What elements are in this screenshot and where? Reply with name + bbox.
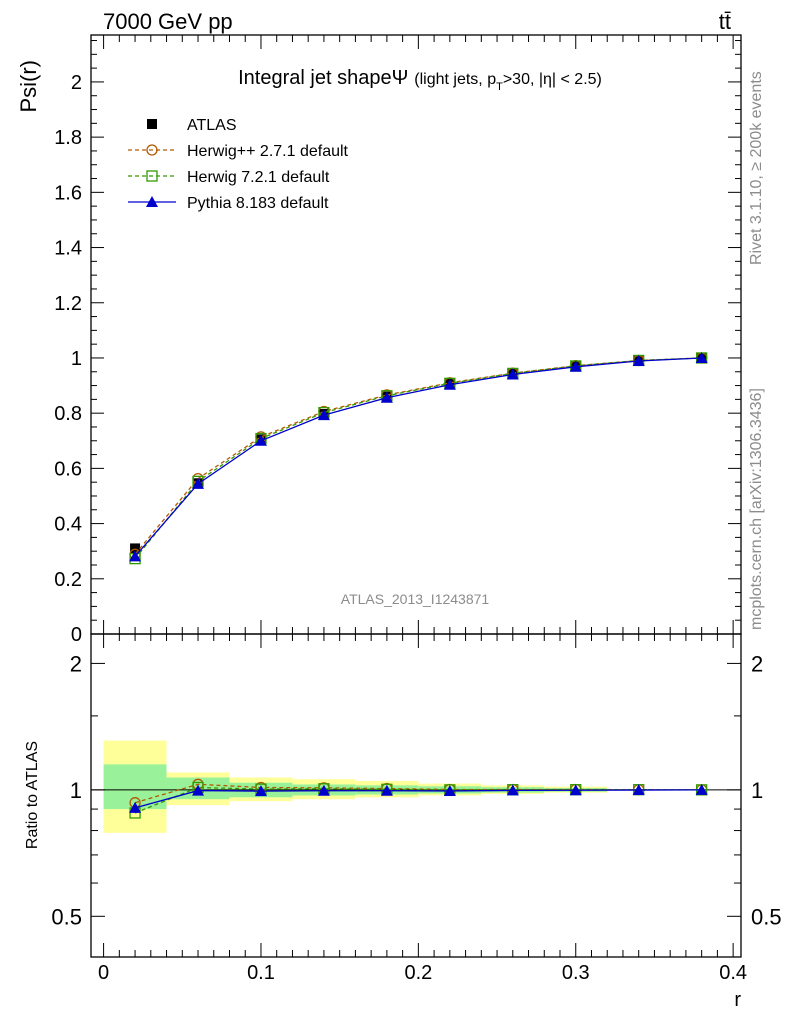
main-series (129, 351, 708, 565)
mcplots-label: mcplots.cern.ch [arXiv:1306.3436] (748, 388, 765, 630)
main-point-pythia-8-183-default-7 (569, 360, 582, 372)
ratio-ytick-label-right-0: 0.5 (751, 904, 782, 929)
main-ytick-label-10: 2 (71, 72, 82, 94)
title-sub-pre: (light jets, p (414, 71, 496, 88)
ratio-series (129, 778, 708, 819)
ratio-ylabel: Ratio to ATLAS (24, 741, 41, 849)
chart-title: Integral jet shapeΨ (light jets, pT>30, |… (238, 67, 602, 93)
xtick-label-3: 0.3 (562, 962, 590, 984)
legend-marker-pythia-8-183-default (146, 196, 158, 207)
ratio-point-pythia-8-183-default-8 (632, 784, 645, 796)
main-ylabel: Psi(r) (16, 60, 41, 113)
main-line-herwig-2-7-1-default (134, 357, 702, 555)
analysis-watermark: ATLAS_2013_I1243871 (341, 591, 490, 607)
legend-marker-herwig-7-2-1-default (146, 170, 158, 182)
ratio-point-pythia-8-183-default-4 (380, 784, 393, 796)
ratio-ytick-label-right-1: 1 (751, 778, 763, 803)
main-point-atlas-0 (130, 543, 141, 554)
ratio-ytick-label-left-1: 1 (70, 778, 82, 803)
legend-label-herwig-7-2-1-default: Herwig 7.2.1 default (187, 169, 330, 186)
main-ytick-label-6: 1.2 (54, 293, 82, 315)
title-sub-t: T (496, 81, 503, 93)
legend-marker-atlas (147, 119, 157, 129)
main-point-pythia-8-183-default-6 (506, 368, 519, 380)
main-point-pythia-8-183-default-1 (192, 477, 205, 489)
xtick-label-1: 0.1 (247, 962, 275, 984)
ratio-line-pythia-8-183-default (134, 789, 702, 809)
ratio-ytick-label-right-2: 2 (751, 651, 763, 676)
main-ytick-label-3: 0.6 (54, 458, 82, 480)
ratio-frame (90, 633, 742, 958)
main-point-pythia-8-183-default-0 (129, 550, 142, 562)
xtick-label-2: 0.2 (404, 962, 432, 984)
main-point-pythia-8-183-default-4 (380, 391, 393, 403)
energy-label: 7000 GeV pp (103, 9, 233, 34)
axes: 0 0.2 0.4 0.6 0.8 1 1.2 1.4 1.6 1.8 2 0.5 0.5 1 1 2 2 0 0.… (51, 34, 782, 984)
ratio-ytick-label-left-2: 2 (70, 651, 82, 676)
rivet-label: Rivet 3.1.10, ≥ 200k events (748, 71, 765, 265)
title-main: Integral jet shape (238, 67, 391, 89)
process-label: tt̄ (719, 9, 731, 34)
main-ytick-label-9: 1.8 (54, 127, 82, 149)
legend-marker-herwig-2-7-1-default (146, 144, 158, 156)
main-point-pythia-8-183-default-8 (632, 354, 645, 366)
legend-label-pythia-8-183-default: Pythia 8.183 default (187, 195, 329, 212)
ratio-point-pythia-8-183-default-3 (317, 784, 330, 796)
ratio-point-pythia-8-183-default-6 (506, 784, 519, 796)
main-ytick-label-1: 0.2 (54, 569, 82, 591)
main-point-pythia-8-183-default-9 (695, 351, 708, 363)
ratio-point-pythia-8-183-default-7 (569, 784, 582, 796)
main-line-herwig-7-2-1-default (134, 357, 702, 560)
ratio-ytick-label-left-0: 0.5 (51, 904, 82, 929)
main-point-pythia-8-183-default-5 (443, 378, 456, 390)
xlabel: r (734, 989, 741, 1011)
ratio-point-pythia-8-183-default-9 (695, 783, 708, 795)
xtick-label-0: 0 (98, 962, 109, 984)
main-ytick-label-5: 1 (71, 348, 82, 370)
main-ytick-label-0: 0 (71, 624, 82, 646)
legend-label-herwig-2-7-1-default: Herwig++ 2.7.1 default (187, 143, 349, 160)
ratio-point-pythia-8-183-default-1 (192, 784, 205, 796)
title-sub-post: >30, |η| < 2.5) (503, 71, 602, 88)
xtick-label-4: 0.4 (719, 962, 747, 984)
main-line-pythia-8-183-default (134, 357, 702, 557)
main-ytick-label-2: 0.4 (54, 514, 82, 536)
main-point-pythia-8-183-default-2 (254, 434, 267, 446)
main-point-pythia-8-183-default-3 (317, 409, 330, 421)
ratio-point-pythia-8-183-default-5 (443, 784, 456, 796)
title-symbol: Ψ (392, 67, 409, 89)
ratio-point-pythia-8-183-default-2 (254, 785, 267, 797)
main-ytick-label-7: 1.4 (54, 238, 82, 260)
ratio-point-pythia-8-183-default-0 (129, 801, 142, 813)
legend: ATLAS Herwig++ 2.7.1 default Herwig 7.2.1 … (128, 117, 349, 212)
legend-label-atlas: ATLAS (187, 117, 237, 134)
main-ytick-label-4: 0.8 (54, 403, 82, 425)
main-ytick-label-8: 1.6 (54, 182, 82, 204)
